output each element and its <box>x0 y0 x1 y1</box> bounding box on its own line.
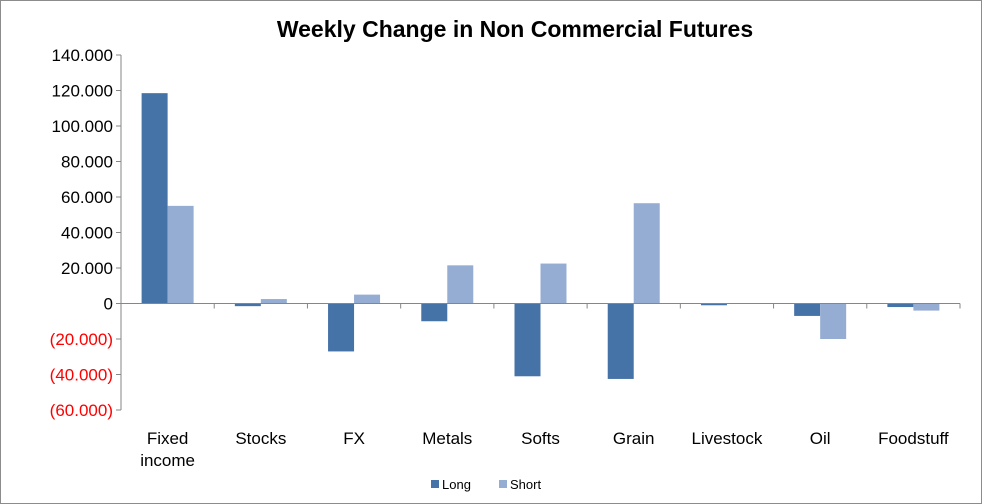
bar-short-fx <box>354 294 381 304</box>
x-tick-label: Softs <box>521 429 560 448</box>
x-axis: Fixed income Stocks FX Metals Softs Grain Lives… <box>120 303 961 470</box>
bar-short-softs <box>540 263 567 304</box>
x-tick-label: Fixed income <box>140 429 195 470</box>
y-tick-label: (60.000) <box>50 401 113 420</box>
bar-long-oil <box>794 303 821 316</box>
bars <box>141 93 940 379</box>
y-tick-label: 0 <box>104 295 113 314</box>
bar-long-foodstuff <box>887 303 914 308</box>
y-tick-label: 20.000 <box>61 259 113 278</box>
bar-short-fixed-income <box>167 205 194 304</box>
bar-long-fixed-income <box>141 93 168 304</box>
x-tick-label: Metals <box>422 429 472 448</box>
y-tick-label: (20.000) <box>50 330 113 349</box>
legend: Long Short <box>431 477 541 492</box>
y-tick-label: 120.000 <box>52 82 113 101</box>
y-tick-label: 40.000 <box>61 224 113 243</box>
bar-long-softs <box>514 303 541 377</box>
x-tick-label: Grain <box>613 429 655 448</box>
bar-short-grain <box>633 203 660 304</box>
bar-short-oil <box>820 303 847 339</box>
legend-label-short: Short <box>510 477 541 492</box>
bar-short-metals <box>447 265 474 304</box>
y-tick-label: 80.000 <box>61 153 113 172</box>
x-tick-label: Foodstuff <box>878 429 949 448</box>
y-tick-label: (40.000) <box>50 366 113 385</box>
x-tick-label: FX <box>343 429 365 448</box>
bar-long-metals <box>421 303 448 322</box>
bar-long-fx <box>328 303 355 352</box>
chart-title: Weekly Change in Non Commercial Futures <box>277 16 753 42</box>
x-tick-label: Stocks <box>235 429 286 448</box>
legend-swatch-long <box>431 480 439 488</box>
bar-short-stocks <box>260 299 287 304</box>
bar-long-stocks <box>234 303 261 307</box>
x-tick-label: Livestock <box>692 429 763 448</box>
legend-swatch-short <box>499 480 507 488</box>
bar-long-grain <box>607 303 634 379</box>
x-tick-label: Oil <box>810 429 831 448</box>
bar-long-livestock <box>700 303 727 306</box>
y-axis: 140.000 120.000 100.000 80.000 60.000 40.000 2… <box>50 46 122 420</box>
y-tick-label: 60.000 <box>61 188 113 207</box>
legend-label-long: Long <box>442 477 471 492</box>
y-tick-label: 100.000 <box>52 117 113 136</box>
y-tick-label: 140.000 <box>52 46 113 65</box>
bar-short-foodstuff <box>913 303 940 311</box>
